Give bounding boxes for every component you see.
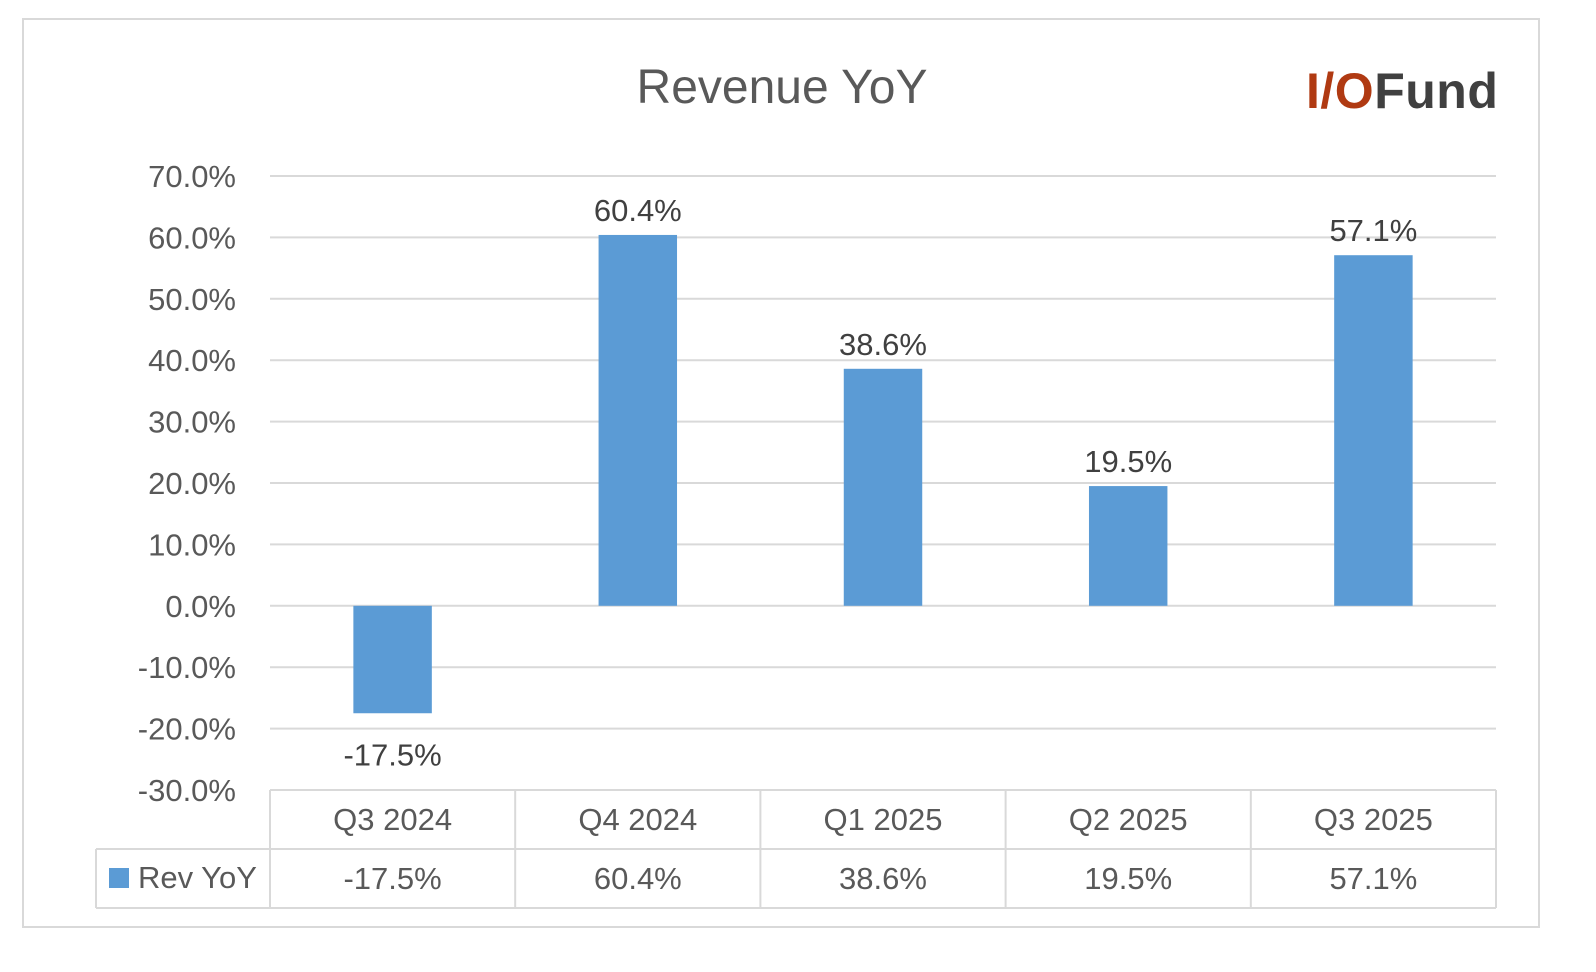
data-label: 38.6% <box>839 327 927 362</box>
x-category-label: Q3 2024 <box>333 802 452 837</box>
x-category-label: Q2 2025 <box>1069 802 1188 837</box>
y-tick-label: 10.0% <box>148 527 236 562</box>
x-category-label: Q4 2024 <box>578 802 697 837</box>
data-label: 57.1% <box>1329 213 1417 248</box>
table-value: 60.4% <box>594 861 682 896</box>
y-tick-label: -20.0% <box>138 712 236 747</box>
table-value: 57.1% <box>1329 861 1417 896</box>
legend-swatch <box>109 868 129 888</box>
legend-label: Rev YoY <box>138 860 257 895</box>
y-tick-label: 60.0% <box>148 220 236 255</box>
data-label: -17.5% <box>343 737 441 772</box>
brand-logo: I/OFund <box>1306 62 1498 120</box>
logo-text-fund: Fund <box>1374 63 1499 119</box>
y-tick-label: 40.0% <box>148 343 236 378</box>
table-value: 19.5% <box>1084 861 1172 896</box>
y-tick-label: 0.0% <box>165 589 236 624</box>
y-tick-label: 20.0% <box>148 466 236 501</box>
chart-title: Revenue YoY <box>636 61 928 114</box>
bar <box>353 605 432 714</box>
y-tick-label: 50.0% <box>148 282 236 317</box>
y-tick-label: 70.0% <box>148 159 236 194</box>
x-category-label: Q1 2025 <box>824 802 943 837</box>
table-value: 38.6% <box>839 861 927 896</box>
y-tick-label: -10.0% <box>138 650 236 685</box>
x-category-label: Q3 2025 <box>1314 802 1433 837</box>
bar <box>1088 486 1168 606</box>
bar <box>598 234 678 606</box>
bar <box>843 368 923 606</box>
chart-frame <box>22 18 1540 928</box>
y-tick-label: -30.0% <box>138 773 236 808</box>
table-value: -17.5% <box>343 861 441 896</box>
bar <box>1334 255 1413 606</box>
y-tick-label: 30.0% <box>148 405 236 440</box>
data-label: 19.5% <box>1084 444 1172 479</box>
logo-text-io: I/O <box>1306 63 1375 119</box>
data-label: 60.4% <box>594 193 682 228</box>
